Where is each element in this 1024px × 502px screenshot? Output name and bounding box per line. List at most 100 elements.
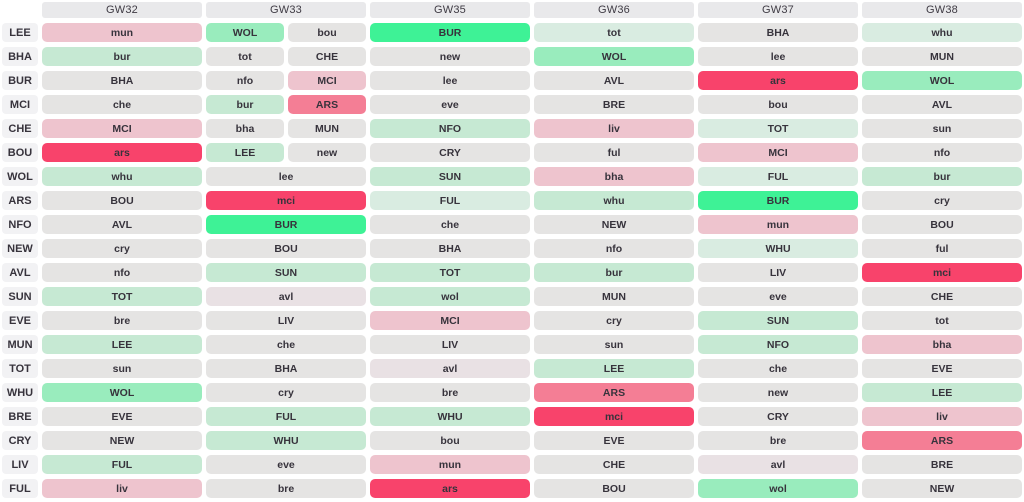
fixture-cell: ARS <box>534 383 694 402</box>
gameweek-cell-group: LEE <box>534 359 694 378</box>
fixture-cell: cry <box>534 311 694 330</box>
gameweek-cell-group: eve <box>698 287 858 306</box>
team-row: CHE MCI bha MUN NFO liv TOT sun <box>2 119 1022 138</box>
gameweek-cell-group: BOU <box>862 215 1022 234</box>
team-row: WHU WOL cry bre ARS new LEE <box>2 383 1022 402</box>
team-row: EVE bre LIV MCI cry SUN tot <box>2 311 1022 330</box>
fixture-cell: BOU <box>534 479 694 498</box>
fixture-cell: WHU <box>206 431 366 450</box>
team-row: WOL whu lee SUN bha FUL bur <box>2 167 1022 186</box>
gameweek-cell-group: ful <box>862 239 1022 258</box>
gameweek-cell-group: avl <box>370 359 530 378</box>
fixture-cell: new <box>698 383 858 402</box>
fixture-cell: tot <box>206 47 284 66</box>
team-label: NEW <box>2 239 38 258</box>
gameweek-cell-group: CHE <box>862 287 1022 306</box>
gameweek-cell-group: NFO <box>370 119 530 138</box>
gameweek-cell-group: nfo <box>534 239 694 258</box>
gameweek-cell-group: SUN <box>698 311 858 330</box>
fixture-cell: CHE <box>288 47 366 66</box>
gameweek-cell-group: AVL <box>534 71 694 90</box>
team-label: CHE <box>2 119 38 138</box>
team-label: LEE <box>2 23 38 42</box>
team-row: NFO AVL BUR che NEW mun BOU <box>2 215 1022 234</box>
fixture-cell: BRE <box>534 95 694 114</box>
gameweek-cell-group: bur <box>42 47 202 66</box>
gameweek-cell-group: LIV <box>370 335 530 354</box>
fixture-cell: che <box>206 335 366 354</box>
gameweek-cell-group: LEE new <box>206 143 366 162</box>
gameweek-cell-group: liv <box>42 479 202 498</box>
fixture-cell: MUN <box>534 287 694 306</box>
fixture-cell: mun <box>698 215 858 234</box>
gameweek-cell-group: bha <box>862 335 1022 354</box>
gameweek-cell-group: ful <box>534 143 694 162</box>
fixture-cell: WOL <box>42 383 202 402</box>
gameweek-header: GW36 <box>534 2 694 18</box>
fixture-cell: MCI <box>42 119 202 138</box>
gameweek-cell-group: cry <box>534 311 694 330</box>
gameweek-cell-group: TOT <box>370 263 530 282</box>
gameweek-header: GW32 <box>42 2 202 18</box>
gameweek-cell-group: bha <box>534 167 694 186</box>
fixture-cell: LIV <box>698 263 858 282</box>
fixture-cell: nfo <box>534 239 694 258</box>
gameweek-cell-group: whu <box>42 167 202 186</box>
gameweek-cell-group: BHA <box>206 359 366 378</box>
fixture-cell: liv <box>42 479 202 498</box>
fixture-cell: CHE <box>862 287 1022 306</box>
team-label: WHU <box>2 383 38 402</box>
gameweek-cell-group: tot <box>862 311 1022 330</box>
team-label: MCI <box>2 95 38 114</box>
fixture-cell: sun <box>42 359 202 378</box>
fixture-cell: NEW <box>534 215 694 234</box>
fixture-cell: TOT <box>42 287 202 306</box>
fixture-cell: EVE <box>862 359 1022 378</box>
team-row: ARS BOU mci FUL whu BUR cry <box>2 191 1022 210</box>
gameweek-cell-group: BUR <box>206 215 366 234</box>
fixture-cell: ARS <box>862 431 1022 450</box>
gameweek-cell-group: whu <box>534 191 694 210</box>
gameweek-cell-group: wol <box>698 479 858 498</box>
fixture-cell: MUN <box>862 47 1022 66</box>
gameweek-cell-group: sun <box>42 359 202 378</box>
team-row: MCI che bur ARS eve BRE bou AVL <box>2 95 1022 114</box>
gameweek-cell-group: MCI <box>42 119 202 138</box>
gameweek-cell-group: mun <box>370 455 530 474</box>
gameweek-cell-group: LIV <box>206 311 366 330</box>
gameweek-cell-group: nfo <box>42 263 202 282</box>
team-row: BUR BHA nfo MCI lee AVL ars WOL <box>2 71 1022 90</box>
team-label: BRE <box>2 407 38 426</box>
gameweek-cell-group: FUL <box>206 407 366 426</box>
fixture-cell: EVE <box>42 407 202 426</box>
gameweek-cell-group: liv <box>862 407 1022 426</box>
fixture-cell: nfo <box>862 143 1022 162</box>
gameweek-cell-group: ars <box>698 71 858 90</box>
gameweek-cell-group: MCI <box>370 311 530 330</box>
gameweek-cell-group: BRE <box>534 95 694 114</box>
gameweek-cell-group: eve <box>370 95 530 114</box>
fixture-cell: liv <box>534 119 694 138</box>
gameweek-header: GW35 <box>370 2 530 18</box>
fixture-cell: nfo <box>42 263 202 282</box>
fixture-cell: bre <box>42 311 202 330</box>
fixture-cell: bur <box>534 263 694 282</box>
fixture-cell: mci <box>862 263 1022 282</box>
gameweek-cell-group: BRE <box>862 455 1022 474</box>
fixture-cell: EVE <box>534 431 694 450</box>
gameweek-cell-group: che <box>698 359 858 378</box>
gameweek-cell-group: ARS <box>534 383 694 402</box>
fixture-cell: LEE <box>534 359 694 378</box>
fixture-cell: eve <box>370 95 530 114</box>
gameweek-cell-group: WOL <box>42 383 202 402</box>
fixture-cell: ars <box>370 479 530 498</box>
fixture-cell: AVL <box>42 215 202 234</box>
fixture-cell: LEE <box>42 335 202 354</box>
team-label: EVE <box>2 311 38 330</box>
gameweek-cell-group: new <box>370 47 530 66</box>
fixture-cell: lee <box>206 167 366 186</box>
fixture-cell: mun <box>370 455 530 474</box>
fixture-cell: AVL <box>534 71 694 90</box>
gameweek-cell-group: cry <box>862 191 1022 210</box>
team-label: WOL <box>2 167 38 186</box>
